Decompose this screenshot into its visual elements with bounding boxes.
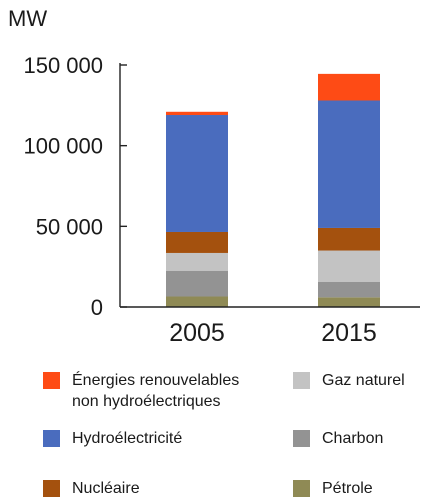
- y-tick-label-1: 50 000: [36, 214, 103, 239]
- bar-segment-2015-2: [318, 250, 380, 282]
- legend-item-oil: Pétrole: [293, 478, 373, 499]
- legend-swatch-nuclear: [43, 480, 60, 497]
- legend-label-coal: Charbon: [322, 430, 384, 447]
- legend-label-oil: Pétrole: [322, 480, 373, 497]
- legend-item-coal: Charbon: [293, 428, 383, 449]
- y-tick-label-3: 150 000: [23, 53, 103, 78]
- bar-segment-2005-0: [166, 296, 228, 307]
- legend-swatch-natural-gas: [293, 372, 310, 389]
- legend-swatch-hydro: [43, 430, 60, 447]
- legend-label-nuclear: Nucléaire: [72, 480, 140, 497]
- bar-segment-2015-0: [318, 297, 380, 307]
- legend-item-renewables: Énergies renouvelables non hydroélectriqu…: [43, 370, 239, 412]
- x-tick-label-2005: 2005: [169, 319, 225, 347]
- legend-label-renewables-line1: Énergies renouvelables: [72, 372, 240, 389]
- y-tick-label-2: 100 000: [23, 134, 103, 159]
- legend-item-natural-gas: Gaz naturel: [293, 370, 405, 391]
- bar-segment-2015-4: [318, 100, 380, 228]
- bar-segment-2015-1: [318, 281, 380, 298]
- legend-item-hydro: Hydroélectricité: [43, 428, 182, 449]
- y-tick-label-0: 0: [91, 295, 103, 320]
- legend-swatch-coal: [293, 430, 310, 447]
- bar-segment-2005-2: [166, 252, 228, 271]
- bar-segment-2005-4: [166, 115, 228, 232]
- stacked-bar-chart: 0 50 000 100 000 150 000 2005 2015: [23, 53, 420, 347]
- legend-label-natural-gas: Gaz naturel: [322, 372, 405, 389]
- x-tick-label-2015: 2015: [321, 319, 377, 347]
- bar-segment-2015-5: [318, 73, 380, 101]
- legend-swatch-oil: [293, 480, 310, 497]
- legend-label-renewables-line2: non hydroélectriques: [72, 393, 221, 410]
- bar-segment-2005-5: [166, 111, 228, 116]
- bar-segment-2005-3: [166, 231, 228, 253]
- bar-segment-2005-1: [166, 270, 228, 297]
- legend: Énergies renouvelables non hydroélectriqu…: [0, 360, 430, 503]
- legend-item-nuclear: Nucléaire: [43, 478, 140, 499]
- bar-segment-2015-3: [318, 227, 380, 251]
- legend-swatch-renewables: [43, 372, 60, 389]
- y-axis-unit-label: MW: [8, 6, 48, 31]
- legend-label-hydro: Hydroélectricité: [72, 430, 183, 447]
